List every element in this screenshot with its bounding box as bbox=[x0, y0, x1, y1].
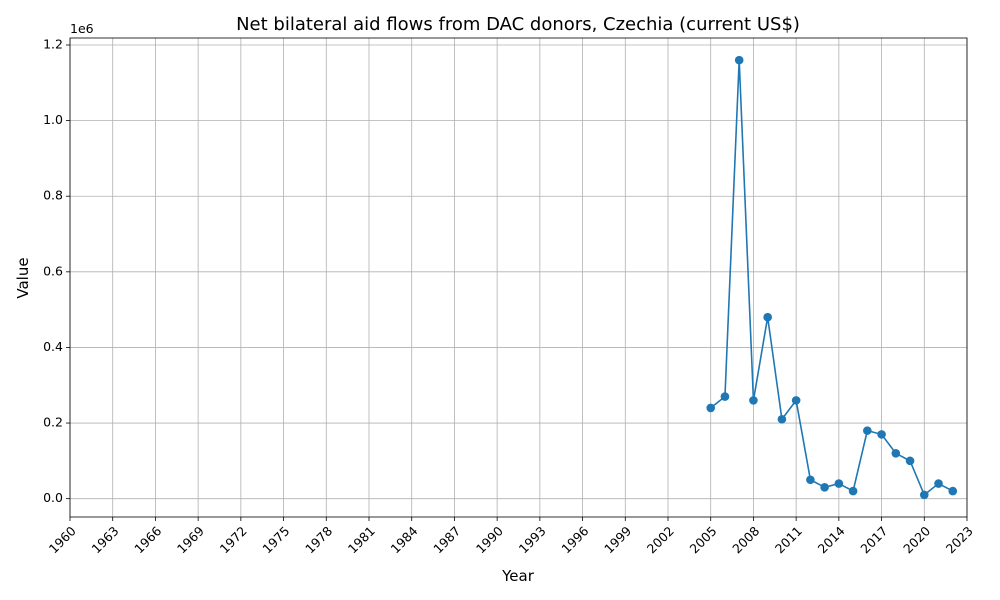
series-line bbox=[710, 60, 954, 497]
x-tick-label: 2023 bbox=[943, 523, 976, 556]
x-axis-label: Year bbox=[501, 567, 535, 585]
data-point bbox=[806, 475, 815, 485]
data-point bbox=[948, 486, 958, 496]
x-tick-label: 1996 bbox=[558, 523, 591, 556]
y-tick-label: 0.4 bbox=[43, 339, 63, 354]
y-axis-offset-label: 1e6 bbox=[70, 21, 94, 36]
x-tick-label: 2014 bbox=[815, 523, 848, 556]
data-point bbox=[777, 414, 787, 424]
x-tick-label: 2011 bbox=[772, 523, 805, 556]
y-tick-label: 0.0 bbox=[43, 490, 63, 505]
x-tick-label: 1966 bbox=[131, 523, 164, 556]
y-tick-label: 0.2 bbox=[43, 415, 63, 430]
x-tick-label: 1978 bbox=[302, 523, 335, 556]
data-point bbox=[877, 430, 886, 439]
chart-title: Net bilateral aid flows from DAC donors,… bbox=[236, 14, 800, 35]
x-tick-label: 1960 bbox=[46, 523, 79, 556]
x-tick-label: 1981 bbox=[345, 523, 378, 556]
data-point bbox=[734, 55, 744, 65]
data-point bbox=[791, 396, 801, 405]
y-tick-label: 1.2 bbox=[43, 36, 63, 51]
x-tick-label: 2005 bbox=[687, 523, 720, 556]
data-point bbox=[720, 392, 730, 401]
x-tick-label: 1984 bbox=[388, 523, 421, 556]
data-point bbox=[749, 396, 758, 405]
x-tick-label: 1993 bbox=[516, 523, 549, 556]
data-point bbox=[706, 403, 716, 413]
y-tick-label: 0.6 bbox=[43, 263, 63, 278]
x-axis-ticks: 1960 1963 1966 1969 1972 1975 1978 1981 1984 1987… bbox=[46, 517, 976, 556]
x-tick-label: 1999 bbox=[601, 523, 634, 556]
x-tick-label: 2002 bbox=[644, 523, 677, 556]
series-layer bbox=[706, 55, 958, 500]
x-tick-label: 2017 bbox=[857, 523, 890, 556]
x-tick-label: 1975 bbox=[259, 523, 292, 556]
x-tick-label: 1963 bbox=[89, 523, 122, 556]
x-tick-label: 1990 bbox=[473, 523, 506, 556]
plot-frame bbox=[69, 37, 968, 518]
data-point bbox=[834, 479, 844, 488]
y-axis-ticks: 0.0 0.2 0.4 0.6 0.8 1.0 1.2 bbox=[43, 36, 70, 505]
x-tick-label: 1987 bbox=[430, 523, 463, 556]
y-axis-label: Value bbox=[14, 257, 32, 298]
x-tick-label: 1969 bbox=[174, 523, 207, 556]
x-tick-label: 2020 bbox=[900, 523, 933, 556]
data-point bbox=[919, 490, 929, 500]
x-tick-label: 2008 bbox=[729, 523, 762, 556]
data-point bbox=[863, 426, 872, 435]
y-tick-label: 0.8 bbox=[43, 188, 63, 203]
y-tick-label: 1.0 bbox=[43, 112, 63, 127]
data-point bbox=[905, 456, 915, 466]
data-point bbox=[820, 483, 829, 492]
x-tick-label: 1972 bbox=[217, 523, 250, 556]
grid-layer bbox=[69, 38, 968, 517]
data-point bbox=[891, 448, 901, 458]
data-point bbox=[934, 479, 943, 488]
data-point bbox=[763, 312, 772, 322]
data-point bbox=[848, 486, 858, 496]
